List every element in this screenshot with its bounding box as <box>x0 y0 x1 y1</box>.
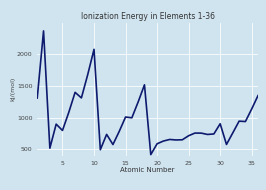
Y-axis label: kJ/(mol): kJ/(mol) <box>10 77 15 101</box>
X-axis label: Atomic Number: Atomic Number <box>120 167 175 173</box>
Title: Ionization Energy in Elements 1-36: Ionization Energy in Elements 1-36 <box>81 12 215 21</box>
